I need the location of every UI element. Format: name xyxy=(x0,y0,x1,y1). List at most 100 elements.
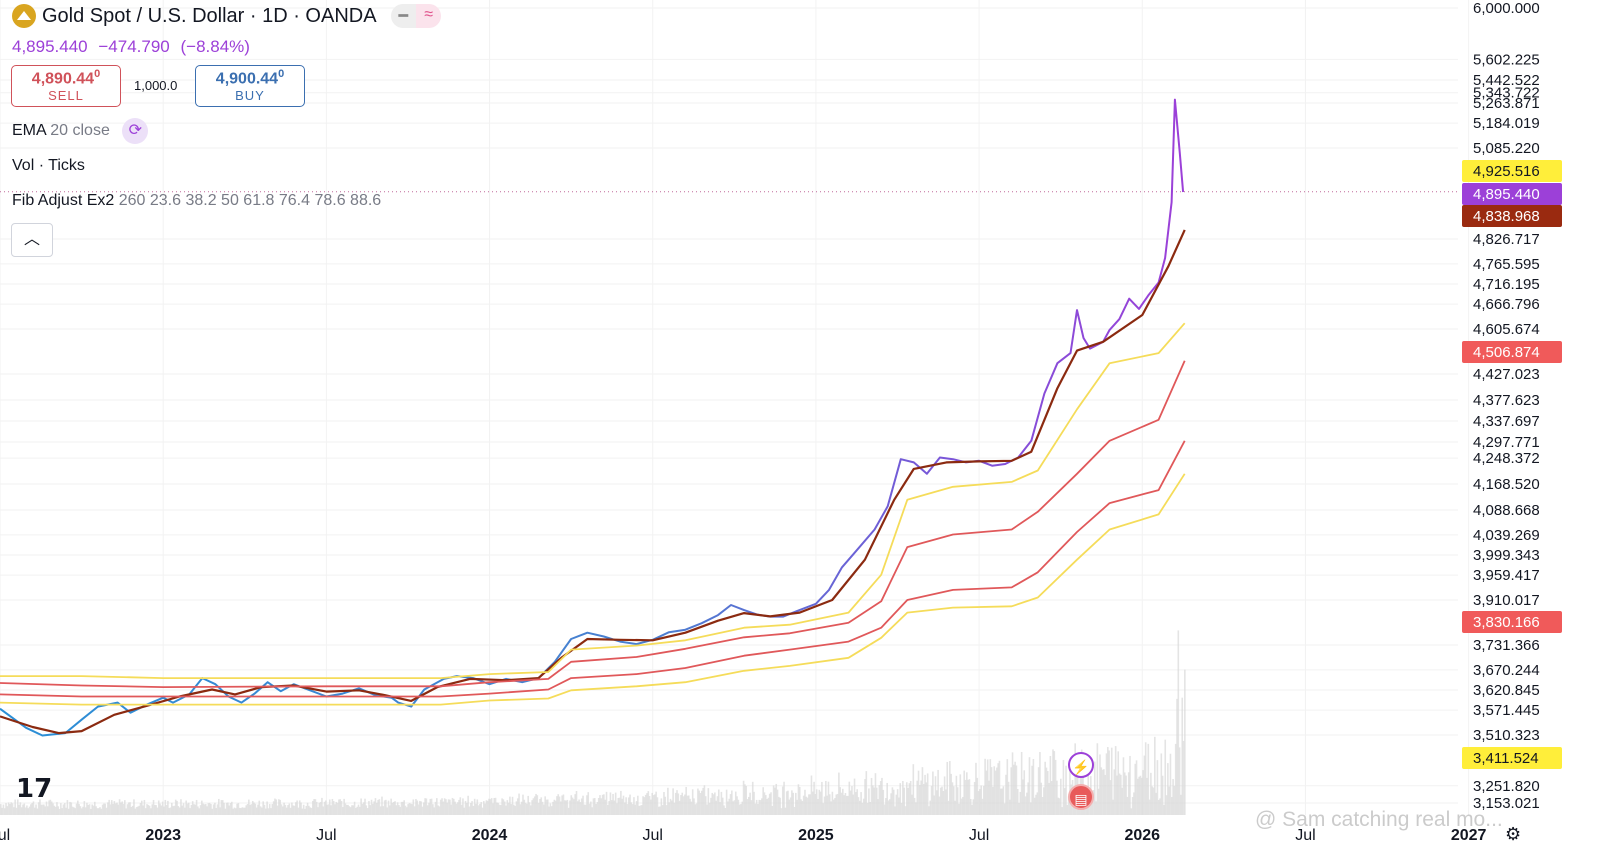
volume-bar xyxy=(242,807,245,815)
settings-gear-icon[interactable]: ⚙ xyxy=(1505,824,1522,844)
volume-bar xyxy=(1140,777,1143,815)
volume-bar xyxy=(917,770,920,815)
volume-bar xyxy=(552,801,554,815)
refresh-icon[interactable]: ⟳ xyxy=(122,118,149,144)
volume-bar xyxy=(826,795,828,815)
volume-bar xyxy=(120,802,122,815)
volume-bar xyxy=(127,802,130,815)
volume-bar xyxy=(900,802,903,815)
volume-bar xyxy=(142,805,144,815)
volume-bar xyxy=(802,795,805,815)
volume-bar xyxy=(740,804,742,815)
volume-bar xyxy=(16,799,19,815)
volume-bar xyxy=(284,804,287,815)
volume-bar xyxy=(312,800,314,815)
volume-bar xyxy=(973,781,976,815)
volume-bar xyxy=(926,773,929,815)
fib-name: Fib Adjust Ex2 xyxy=(12,192,115,209)
ema-params: 20 close xyxy=(50,122,110,140)
lightning-event-icon[interactable]: ⚡ xyxy=(1068,752,1094,778)
volume-bar xyxy=(100,808,103,815)
volume-bar xyxy=(1058,798,1061,815)
volume-bar xyxy=(164,799,167,815)
order-quantity[interactable]: 1,000.0 xyxy=(134,78,178,93)
volume-bar xyxy=(514,805,516,815)
watermark: @ Sam catching real mo... xyxy=(1255,808,1503,831)
volume-bar xyxy=(728,798,731,815)
volume-indicator-legend[interactable]: Vol · Ticks xyxy=(12,157,85,175)
volume-bar xyxy=(322,806,325,815)
volume-bar xyxy=(800,799,802,815)
volume-bar xyxy=(1161,775,1164,815)
volume-bar xyxy=(982,785,985,815)
volume-bar xyxy=(844,793,847,815)
volume-bar xyxy=(573,799,575,815)
volume-bar xyxy=(52,803,54,815)
ema-indicator-legend[interactable]: EMA 20 close ⟳ xyxy=(12,118,149,144)
volume-bar xyxy=(644,794,647,815)
volume-bar xyxy=(317,807,319,815)
sell-button[interactable]: 4,890.440 SELL xyxy=(11,65,121,107)
volume-bar xyxy=(289,807,292,815)
volume-bar xyxy=(712,794,715,815)
volume-bar xyxy=(1143,755,1146,815)
fib-indicator-legend[interactable]: Fib Adjust Ex2 260 23.6 38.2 50 61.8 76.… xyxy=(12,192,381,210)
buy-button[interactable]: 4,900.440 BUY xyxy=(195,65,305,107)
volume-bar xyxy=(186,803,189,815)
volume-bar xyxy=(933,795,935,815)
volume-bar xyxy=(101,804,104,815)
volume-bar xyxy=(668,802,670,815)
volume-bar xyxy=(194,804,197,815)
volume-bar xyxy=(524,802,527,815)
volume-bar xyxy=(823,796,826,815)
volume-bar xyxy=(1133,792,1135,815)
volume-bar xyxy=(796,799,798,815)
volume-bar xyxy=(885,798,887,815)
symbol-title[interactable]: Gold Spot / U.S. Dollar · 1D · OANDA xyxy=(42,4,377,27)
volume-bar xyxy=(124,800,126,815)
volume-bar xyxy=(810,775,813,815)
volume-bar xyxy=(5,803,7,815)
volume-bar xyxy=(407,804,409,815)
volume-bar xyxy=(558,796,561,815)
volume-bar xyxy=(716,796,719,815)
volume-bar xyxy=(1095,801,1097,815)
y-tick-label: 3,959.417 xyxy=(1473,567,1540,584)
volume-bar xyxy=(1024,796,1027,815)
collapse-legend-button[interactable]: ︿ xyxy=(11,223,53,257)
volume-bar xyxy=(391,802,394,815)
volume-bar xyxy=(655,791,657,815)
price-tag: 4,838.968 xyxy=(1473,208,1540,225)
volume-bar xyxy=(1122,757,1125,815)
volume-bar xyxy=(335,801,338,815)
volume-bar xyxy=(1066,804,1069,815)
volume-bar xyxy=(548,806,550,815)
us-flag-event-icon[interactable]: ▤ xyxy=(1068,784,1094,810)
wave-icon[interactable]: ≈ xyxy=(416,4,441,28)
volume-bar xyxy=(1057,797,1060,815)
volume-bar xyxy=(778,796,780,815)
volume-bar xyxy=(79,806,82,815)
volume-bar xyxy=(570,795,573,815)
volume-bar xyxy=(1182,740,1185,815)
volume-bar xyxy=(731,790,733,815)
volume-bar xyxy=(167,800,169,815)
visibility-toggle[interactable]: ━ ≈ xyxy=(390,4,441,28)
y-tick-label: 3,510.323 xyxy=(1473,727,1540,744)
volume-bar xyxy=(613,800,616,815)
volume-bar xyxy=(1155,792,1157,815)
volume-bar xyxy=(9,804,11,815)
volume-bar xyxy=(960,798,963,815)
minus-icon[interactable]: ━ xyxy=(390,4,417,28)
volume-bar xyxy=(767,797,770,815)
volume-bar xyxy=(1099,754,1101,815)
volume-bar xyxy=(842,788,844,815)
volume-bar xyxy=(105,807,108,815)
volume-bar xyxy=(977,791,980,815)
volume-bar xyxy=(197,806,199,815)
volume-bar xyxy=(510,804,513,815)
buy-price-sup: 0 xyxy=(278,68,285,80)
volume-bar xyxy=(154,804,156,815)
volume-bar xyxy=(45,801,48,815)
